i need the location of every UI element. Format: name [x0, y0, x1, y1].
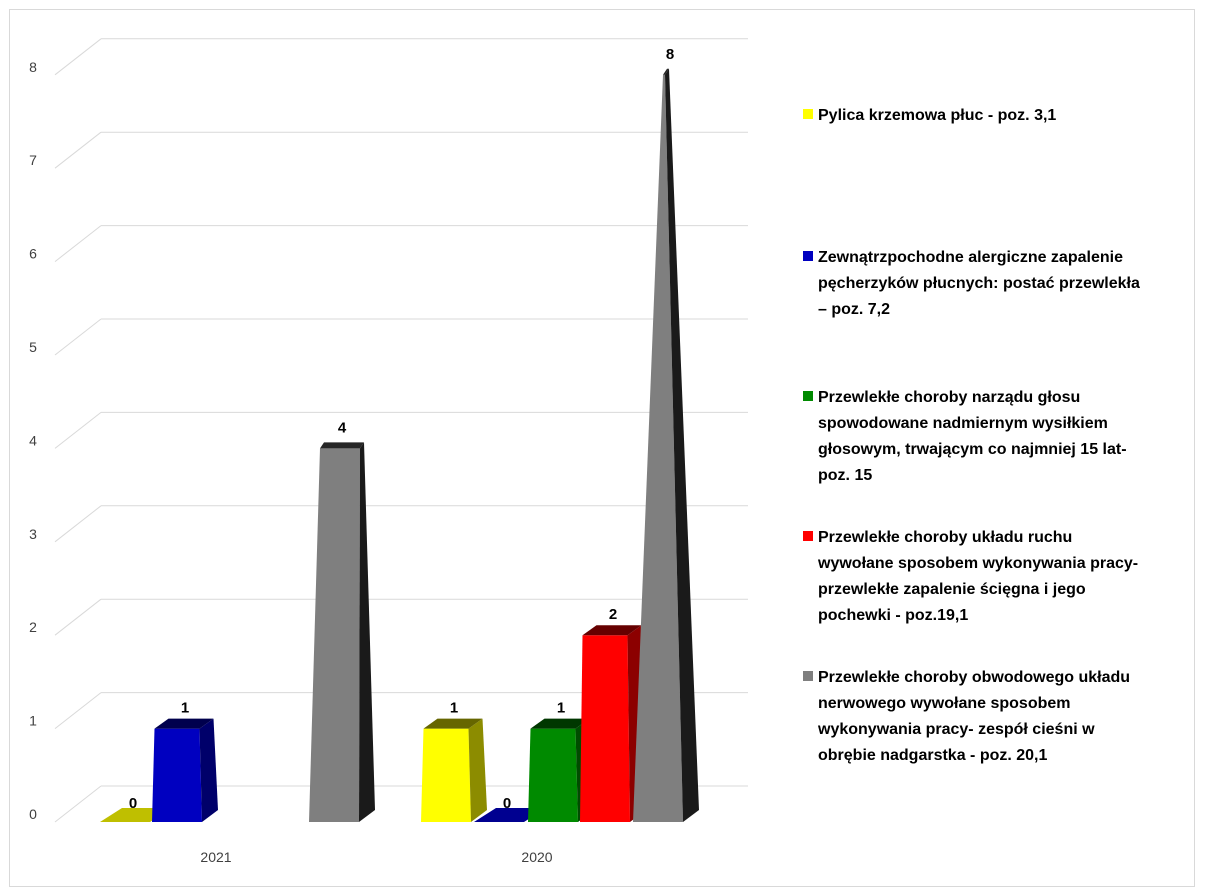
data-label: 0 [503, 795, 511, 812]
legend-label: spowodowane nadmiernym wysiłkiem [818, 415, 1108, 432]
legend-label: wykonywania pracy- zespół cieśni w [817, 721, 1095, 738]
legend-label: pochewki - poz.19,1 [818, 607, 968, 624]
legend-swatch [803, 671, 813, 681]
bar-front [633, 74, 683, 823]
legend-item: Pylica krzemowa płuc - poz. 3,1 [803, 107, 1056, 124]
bar-top [423, 718, 483, 729]
bar-top [663, 68, 669, 75]
gridline-diagonal [54, 505, 102, 543]
legend-swatch [803, 109, 813, 119]
bar-front [309, 448, 360, 822]
legend-label: nerwowego wywołane sposobem [818, 695, 1071, 712]
legend-swatch [803, 531, 813, 541]
x-category-label: 2021 [200, 849, 231, 865]
gridline-diagonal [54, 785, 102, 823]
legend-label: Pylica krzemowa płuc - poz. 3,1 [818, 107, 1056, 124]
bars [100, 68, 699, 823]
legend: Pylica krzemowa płuc - poz. 3,1 Zewnątrzp… [803, 107, 1140, 764]
bar-front [580, 635, 630, 822]
gridline-diagonal [54, 692, 102, 729]
data-label: 0 [129, 795, 137, 812]
bar-2021-series-5 [309, 442, 375, 822]
bar-side [665, 68, 699, 823]
legend-swatch [803, 251, 813, 261]
data-label: 4 [338, 419, 347, 436]
legend-item: Przewlekłe choroby układu ruchu wywołane … [803, 529, 1138, 624]
bar-top [154, 718, 214, 729]
gridline-diagonal [54, 38, 102, 76]
y-tick-label: 6 [29, 246, 37, 262]
bar-2020-series-2 [474, 808, 546, 822]
legend-label: pęcherzyków płucnych: postać przewlekła [818, 275, 1140, 292]
legend-swatch [803, 391, 813, 401]
data-label: 8 [666, 46, 674, 63]
y-tick-label: 3 [29, 526, 37, 542]
y-tick-label: 0 [29, 806, 37, 822]
legend-label: Przewlekłe choroby narządu głosu [818, 389, 1080, 406]
bar-side [359, 442, 375, 822]
bar-floor [474, 808, 546, 822]
gridline-diagonal [54, 598, 102, 636]
gridline-diagonal [54, 131, 102, 169]
y-tick-label: 4 [29, 432, 37, 448]
y-tick-label: 2 [29, 619, 37, 635]
x-category-label: 2020 [521, 849, 552, 865]
bar-2021-series-2 [152, 718, 218, 822]
legend-item: Zewnątrzpochodne alergiczne zapalenie pęc… [803, 249, 1140, 318]
bar-top [530, 718, 590, 729]
gridline-diagonal [54, 412, 102, 449]
y-tick-label: 1 [29, 713, 37, 729]
bar-top [320, 442, 364, 449]
bar-front [152, 728, 202, 822]
legend-label: głosowym, trwającym co najmniej 15 lat- [818, 441, 1127, 458]
bar-front [421, 728, 471, 822]
bar-2020-series-5 [633, 68, 699, 823]
legend-label: obrębie nadgarstka - poz. 20,1 [818, 747, 1048, 764]
legend-label: poz. 15 [818, 467, 872, 484]
legend-label: Przewlekłe choroby układu ruchu [818, 529, 1072, 546]
bar-top [582, 625, 642, 636]
bar-front [528, 728, 578, 822]
data-label: 1 [181, 700, 189, 717]
bar-side [199, 718, 218, 822]
data-label: 1 [450, 700, 458, 717]
y-tick-label: 5 [29, 339, 37, 355]
bar-side [468, 718, 487, 822]
y-tick-label: 8 [29, 59, 37, 75]
data-label: 1 [557, 700, 565, 717]
bar-2020-series-1 [421, 718, 487, 822]
legend-item: Przewlekłe choroby narządu głosu spowodow… [803, 389, 1127, 484]
gridline-diagonal [54, 225, 102, 262]
gridline-diagonal [54, 318, 102, 356]
legend-label: Przewlekłe choroby obwodowego układu [818, 669, 1130, 686]
x-axis-categories: 2021 2020 [200, 849, 552, 865]
legend-label: przewlekłe zapalenie ścięgna i jego [818, 581, 1086, 598]
y-axis-ticks: 0 1 2 3 4 5 6 7 8 [29, 59, 37, 822]
data-labels: 0 1 4 1 0 1 2 8 [129, 46, 674, 812]
legend-label: Zewnątrzpochodne alergiczne zapalenie [818, 249, 1123, 266]
y-tick-label: 7 [29, 152, 37, 168]
legend-item: Przewlekłe choroby obwodowego układu nerw… [803, 669, 1130, 764]
data-label: 2 [609, 606, 617, 623]
legend-label: wywołane sposobem wykonywania pracy- [817, 555, 1138, 572]
legend-label: – poz. 7,2 [818, 301, 890, 318]
